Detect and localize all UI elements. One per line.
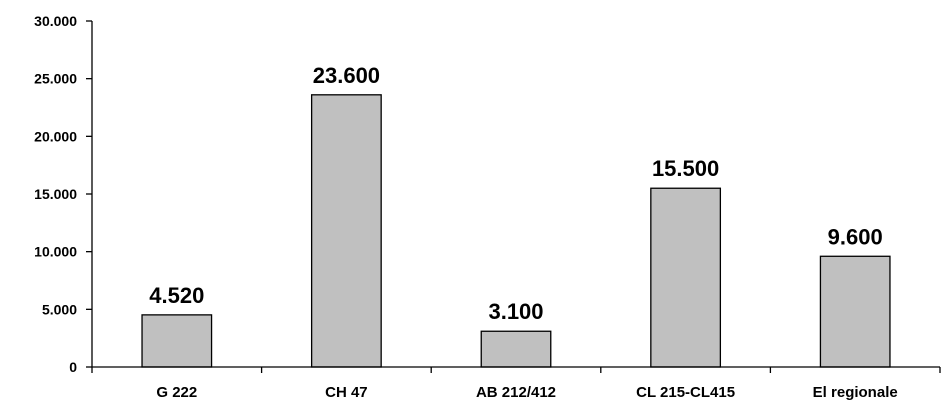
- x-category-label: G 222: [156, 384, 197, 401]
- y-tick-label: 5.000: [42, 301, 77, 317]
- data-label: 15.500: [652, 156, 719, 181]
- x-category-label: CH 47: [325, 384, 368, 401]
- y-tick-label: 15.000: [34, 186, 77, 202]
- bars: 4.520 23.600 3.100 15.500 9.600: [141, 63, 891, 368]
- bar: [650, 187, 722, 368]
- x-category-label: CL 215-CL415: [636, 384, 735, 401]
- y-tick-label: 30.000: [34, 13, 77, 29]
- x-category-label: El regionale: [813, 384, 898, 401]
- bar: [819, 255, 891, 368]
- bar: [310, 94, 382, 368]
- bar: [480, 330, 552, 368]
- x-category-label: AB 212/412: [476, 384, 556, 401]
- data-label: 3.100: [488, 299, 543, 324]
- y-tick-label: 25.000: [34, 71, 77, 87]
- data-label: 4.520: [149, 283, 204, 308]
- y-tick-label: 10.000: [34, 244, 77, 260]
- x-axis: G 222 CH 47 AB 212/412 CL 215-CL415 El regio…: [91, 366, 941, 401]
- y-tick-label: 0: [69, 359, 77, 375]
- data-label: 9.600: [828, 224, 883, 249]
- y-axis: 0 5.000 10.000 15.000 20.000 25.000 30.000: [34, 13, 93, 375]
- data-label: 23.600: [313, 63, 380, 88]
- y-tick-label: 20.000: [34, 128, 77, 144]
- bar: [141, 314, 213, 368]
